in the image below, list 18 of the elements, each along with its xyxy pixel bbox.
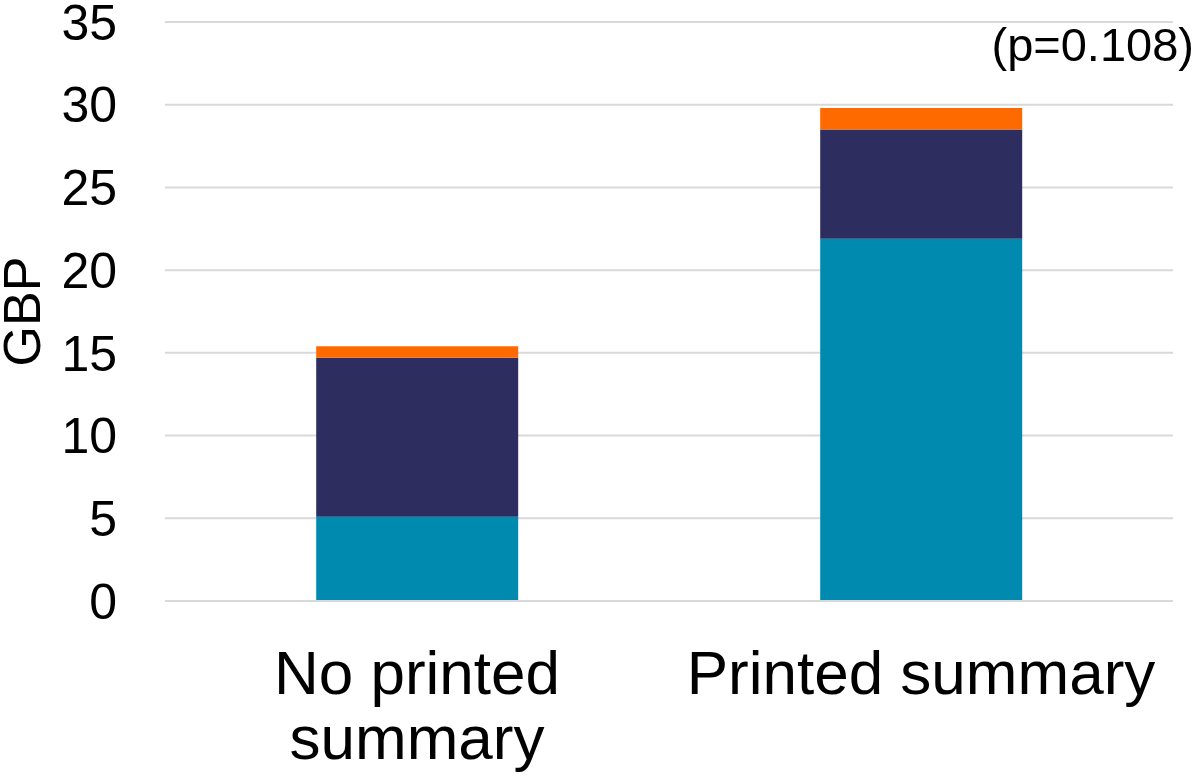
y-tick-label: 15 <box>61 325 117 382</box>
y-tick-label: 10 <box>61 408 117 465</box>
y-tick-label: 20 <box>61 242 117 299</box>
y-tick-label: 30 <box>61 77 117 134</box>
y-axis-title: GBP <box>0 256 51 367</box>
bar <box>820 238 1023 601</box>
y-tick-label: 5 <box>89 491 117 548</box>
y-tick-label: 25 <box>61 160 117 217</box>
annotation: (p=0.108) <box>991 18 1194 71</box>
bar <box>820 129 1023 239</box>
bar <box>316 516 519 601</box>
bar <box>316 357 519 517</box>
y-tick-label: 0 <box>89 573 117 630</box>
bar <box>820 108 1023 130</box>
bar <box>316 346 519 358</box>
y-tick-label: 35 <box>61 0 117 51</box>
x-tick-label: No printed summary <box>273 637 561 772</box>
x-tick-label: Printed summary <box>686 637 1156 707</box>
